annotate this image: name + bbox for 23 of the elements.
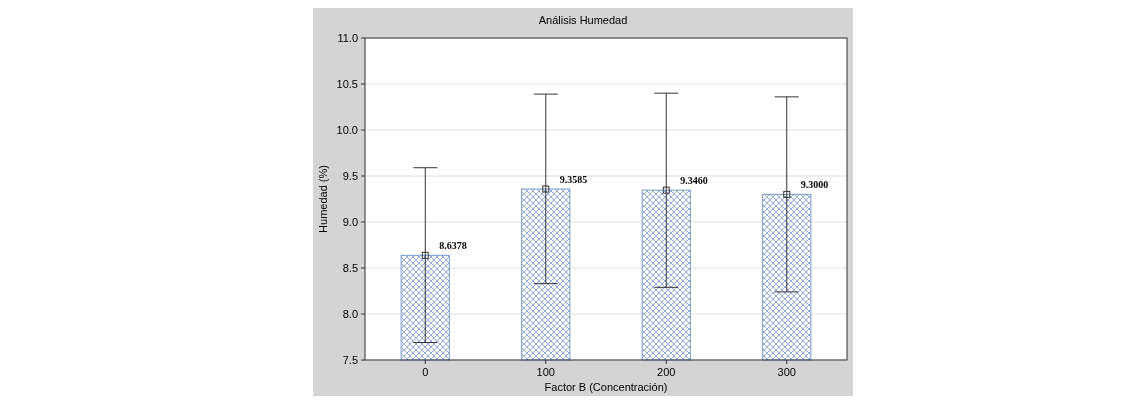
x-tick-label: 0 (422, 366, 429, 378)
point (542, 185, 550, 193)
x-tick-label: 300 (777, 366, 796, 378)
data-label: 9.3000 (800, 179, 829, 191)
point (783, 190, 791, 198)
x-tick-label: 200 (657, 366, 676, 378)
chart-title: Análisis Humedad (538, 14, 628, 26)
y-tick-label: 9.0 (342, 215, 358, 228)
y-tick-label: 10.0 (336, 123, 358, 136)
x-axis-title: Factor B (Concentración) (544, 381, 668, 393)
point (421, 251, 429, 259)
y-tick-label: 8.5 (342, 261, 358, 274)
y-tick-label: 11.0 (337, 31, 358, 44)
y-tick-label: 10.5 (336, 77, 358, 90)
y-tick-label: 7.5 (342, 353, 358, 366)
data-label: 8.6378 (439, 240, 467, 252)
data-label: 9.3460 (680, 175, 708, 187)
y-tick-label: 8.0 (342, 307, 358, 320)
y-axis-title: Humedad (%) (317, 165, 329, 233)
x-tick-label: 100 (536, 366, 555, 378)
point (662, 186, 670, 194)
y-tick-label: 9.5 (342, 169, 358, 182)
data-label: 9.3585 (559, 174, 588, 186)
